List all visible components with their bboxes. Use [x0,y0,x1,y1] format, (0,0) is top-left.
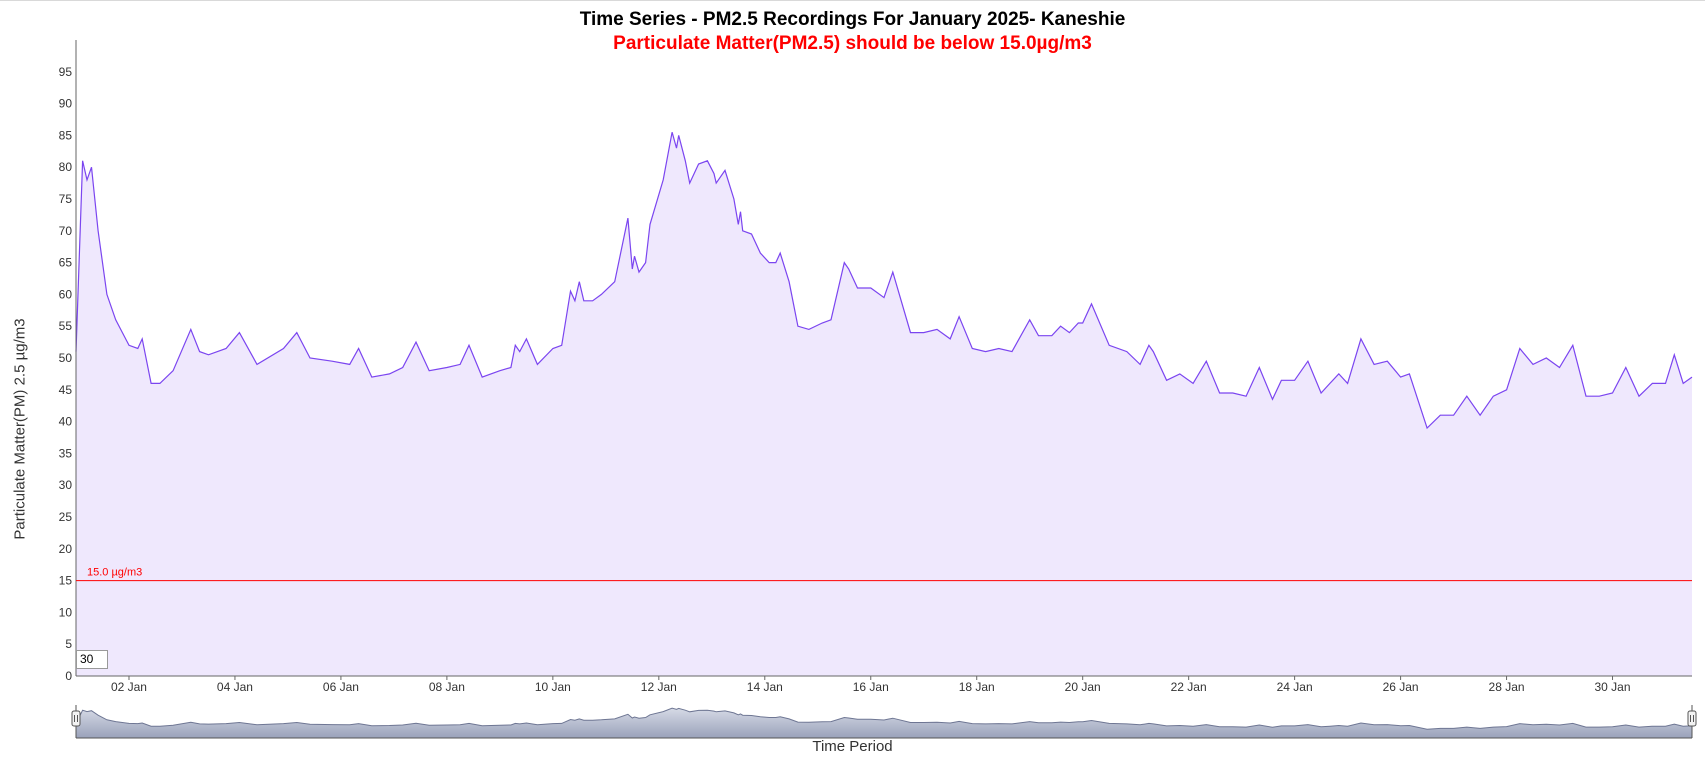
y-tick-label: 60 [59,287,73,301]
x-tick-label: 18 Jan [959,680,995,694]
y-tick-label: 75 [59,192,73,206]
y-tick-label: 20 [59,542,73,556]
x-tick-label: 04 Jan [217,680,253,694]
navigator-line [75,707,1693,730]
top-border [0,0,1705,1]
x-tick-label: 30 Jan [1595,680,1631,694]
threshold-label: 15.0 µg/m3 [87,567,142,579]
series-line[interactable] [75,132,1693,430]
x-tick-label: 26 Jan [1383,680,1419,694]
x-tick-label: 24 Jan [1277,680,1313,694]
y-tick-label: 5 [65,637,72,651]
plot-area[interactable] [75,132,1693,676]
navigator-right-handle[interactable] [1687,710,1697,727]
zoom-input[interactable]: 30 [76,650,108,669]
navigator[interactable] [71,705,1697,739]
x-tick-label: 16 Jan [853,680,889,694]
y-tick-label: 85 [59,128,73,142]
y-tick-label: 70 [59,224,73,238]
chart-subtitle: Particulate Matter(PM2.5) should be belo… [613,33,1092,54]
y-tick-label: 35 [59,446,73,460]
y-axis: 0 5 10 15 20 25 30 35 40 45 50 55 60 65 70 75 80 85 90 95 [59,40,77,683]
y-tick-label: 40 [59,415,73,429]
series-area [76,132,1692,676]
y-tick-label: 0 [65,669,72,683]
navigator-area [76,708,1692,738]
y-tick-label: 10 [59,605,73,619]
y-tick-label: 65 [59,256,73,270]
navigator-left-handle[interactable] [71,710,81,727]
x-tick-label: 12 Jan [641,680,677,694]
x-tick-label: 06 Jan [323,680,359,694]
y-tick-label: 45 [59,383,73,397]
x-tick-label: 22 Jan [1171,680,1207,694]
x-tick-label: 20 Jan [1065,680,1101,694]
y-tick-label: 80 [59,160,73,174]
y-tick-label: 90 [59,97,73,111]
x-tick-label: 10 Jan [535,680,571,694]
x-tick-label: 02 Jan [111,680,147,694]
y-tick-label: 15 [59,574,73,588]
y-tick-label: 50 [59,351,73,365]
y-tick-label: 55 [59,319,73,333]
x-tick-label: 28 Jan [1489,680,1525,694]
y-tick-label: 30 [59,478,73,492]
threshold-line-group: 15.0 µg/m3 [76,567,1692,582]
x-axis: 02 Jan 04 Jan 06 Jan 08 Jan 10 Jan 12 Jan 14 J… [76,675,1692,694]
x-tick-label: 08 Jan [429,680,465,694]
y-tick-label: 25 [59,510,73,524]
chart-title: Time Series - PM2.5 Recordings For Janua… [579,9,1126,30]
x-axis-label: Time Period [812,738,893,755]
y-tick-label: 95 [59,65,73,79]
x-tick-label: 14 Jan [747,680,783,694]
